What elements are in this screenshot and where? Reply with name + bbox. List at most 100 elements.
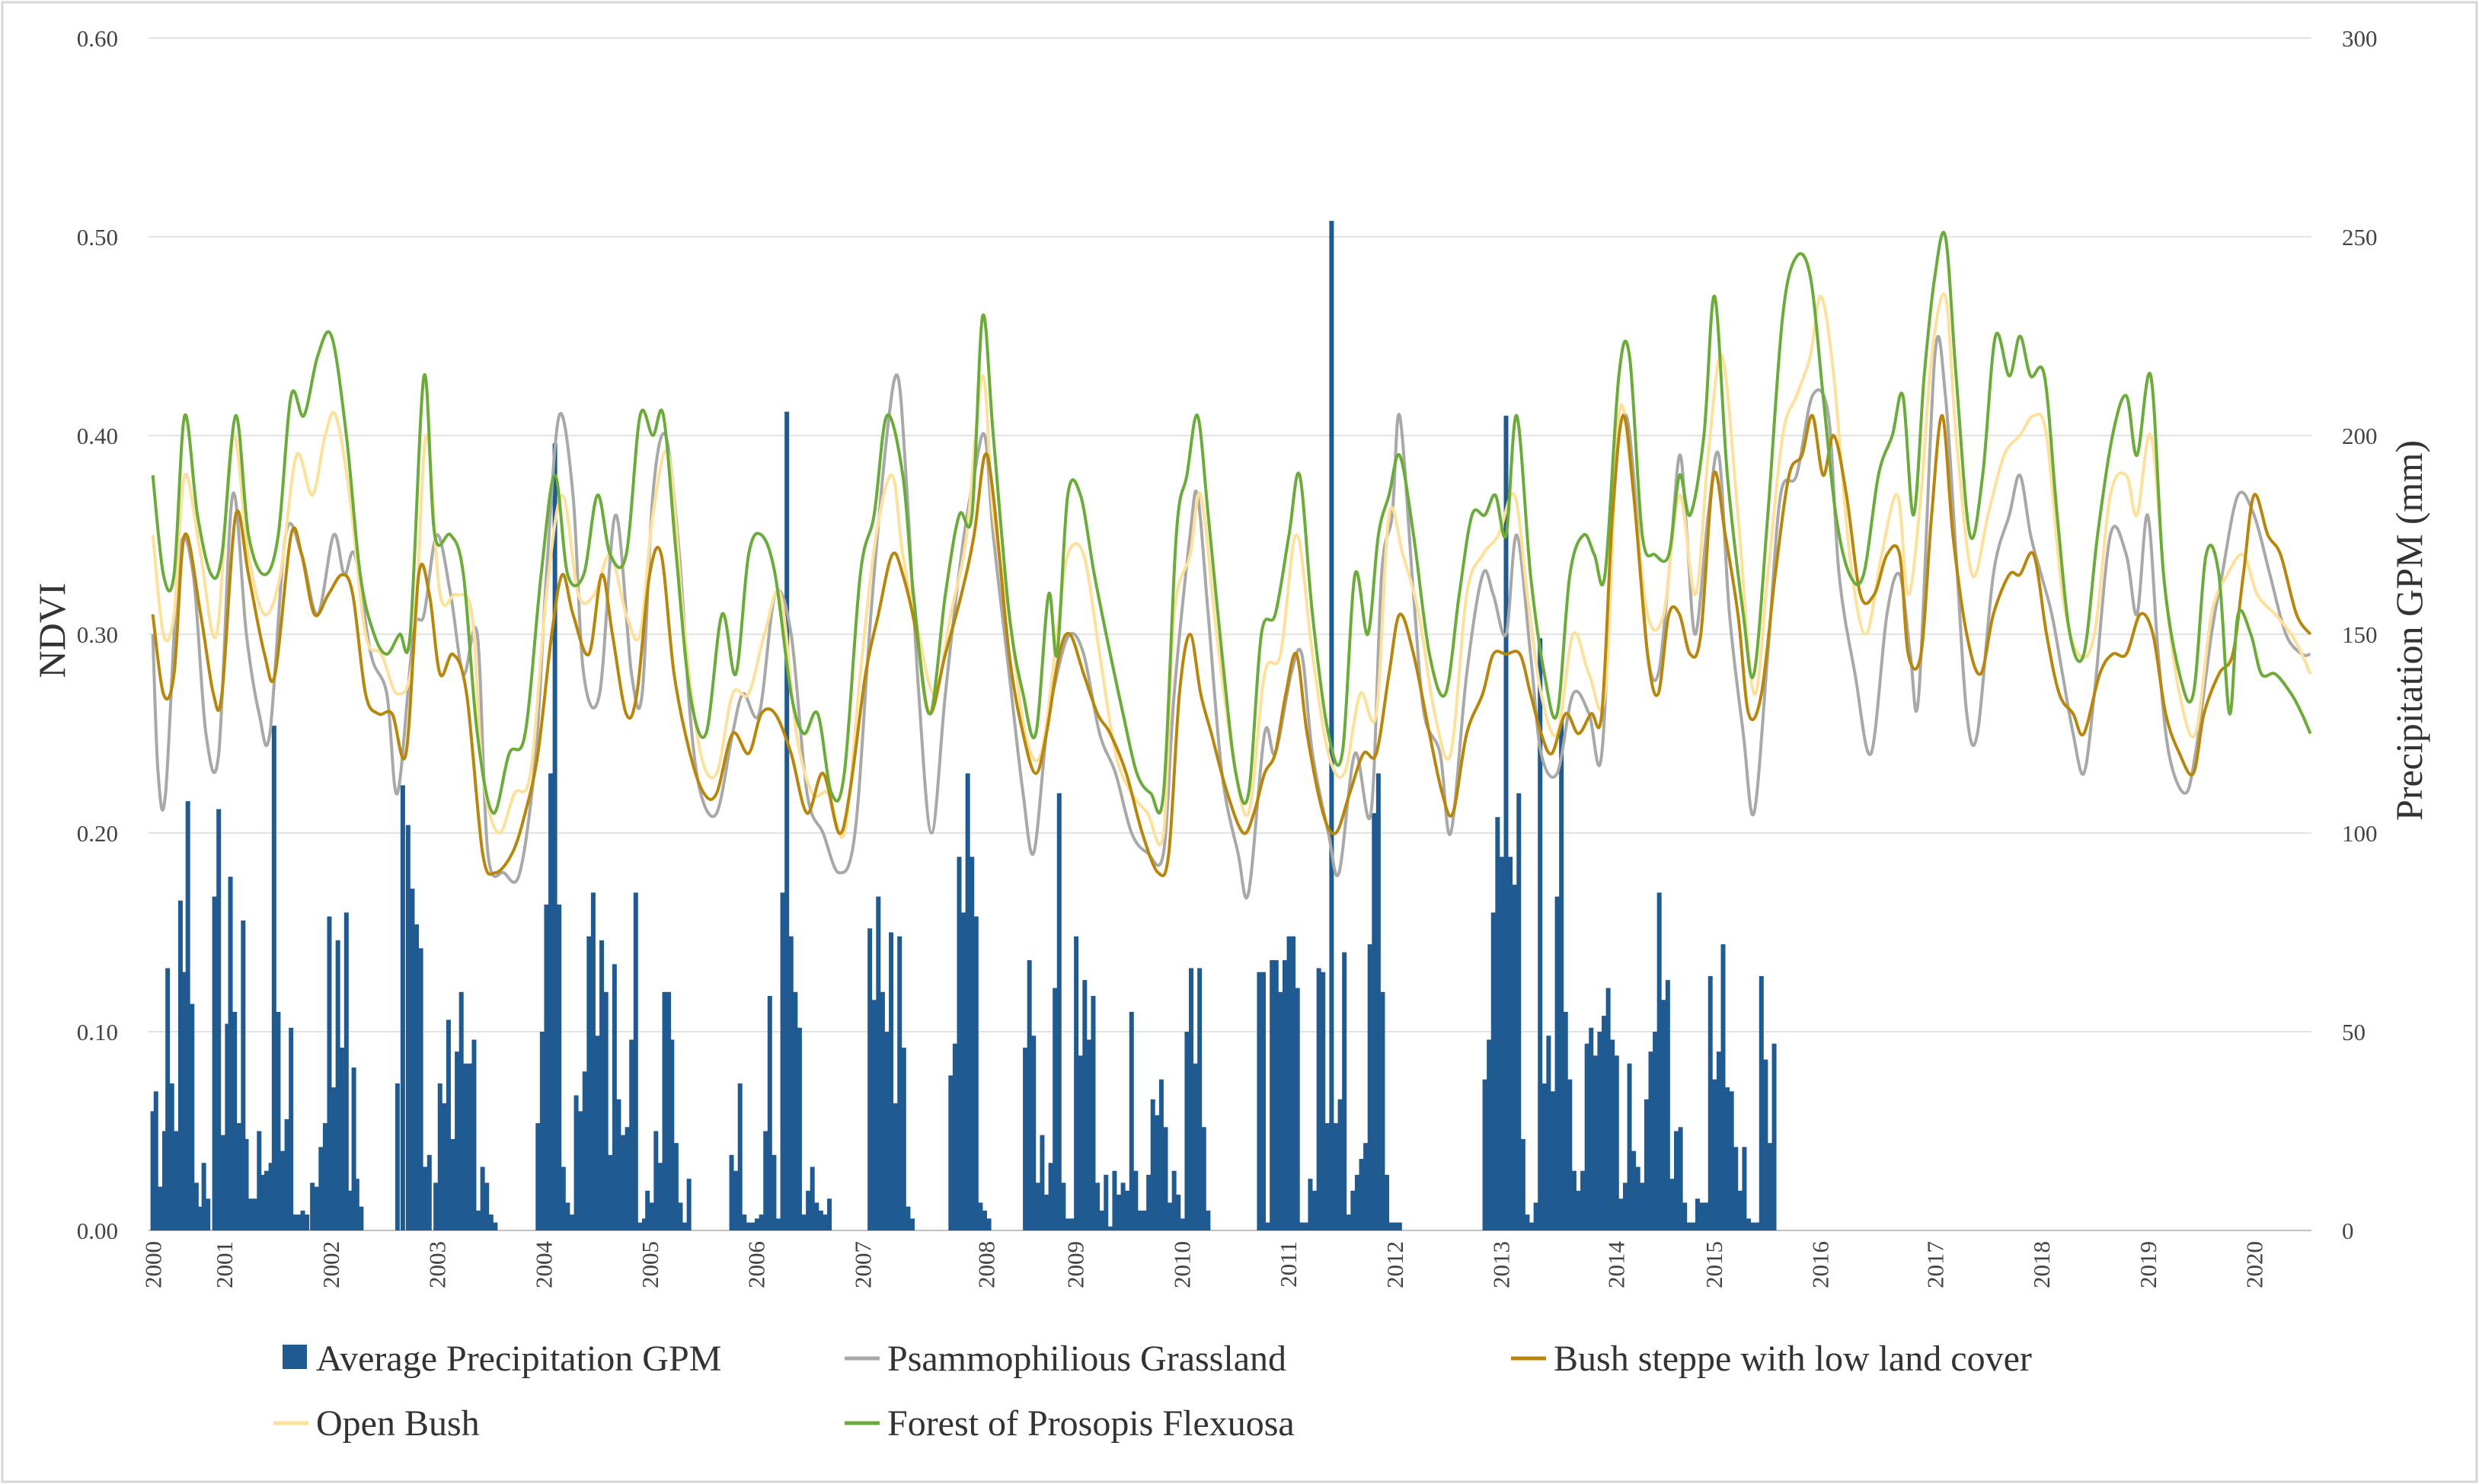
precip-bar — [1490, 912, 1496, 1230]
y-tick-left: 0.10 — [77, 1019, 118, 1045]
x-tick-label: 2010 — [1168, 1241, 1195, 1288]
precip-bar — [1512, 884, 1517, 1230]
precip-bar — [1546, 1036, 1551, 1230]
precip-bar — [1746, 1218, 1752, 1230]
precip-bar — [1699, 1202, 1704, 1230]
x-tick-label: 2009 — [1062, 1241, 1089, 1288]
precip-bar — [1035, 1182, 1040, 1230]
x-tick-label: 2002 — [318, 1241, 344, 1288]
precip-bar — [1150, 1099, 1155, 1230]
precip-bar — [767, 996, 772, 1230]
x-tick-label: 2012 — [1382, 1241, 1408, 1288]
y-tick-right: 100 — [2342, 820, 2378, 847]
precip-bar — [1763, 1059, 1768, 1230]
precip-bar — [1674, 1131, 1679, 1230]
precip-bar — [347, 1190, 353, 1230]
precip-bar — [612, 964, 617, 1230]
legend-label-forest: Forest of Prosopis Flexuosa — [887, 1403, 1295, 1444]
precip-bar — [1665, 980, 1670, 1230]
precip-bar — [1091, 996, 1096, 1230]
precip-bar — [1061, 1182, 1066, 1230]
precip-bar — [216, 809, 222, 1230]
precip-bar — [897, 936, 902, 1230]
precip-bar — [1720, 944, 1726, 1230]
precip-bar — [867, 928, 873, 1230]
precip-bar — [248, 1198, 254, 1230]
precip-bar — [1184, 1032, 1190, 1230]
precip-bar — [1265, 1222, 1270, 1230]
precip-bar — [1074, 936, 1079, 1230]
precip-bar — [260, 1174, 266, 1230]
legend-label-grassland: Psammophilious Grassland — [887, 1339, 1286, 1379]
precip-bar — [561, 1166, 566, 1230]
precip-bar — [426, 1154, 432, 1230]
precip-bar — [1605, 988, 1611, 1230]
x-tick-label: 2016 — [1807, 1241, 1834, 1288]
precip-bar — [1031, 1036, 1037, 1230]
precip-bar — [1099, 1210, 1104, 1230]
precip-bar — [1117, 1195, 1122, 1230]
precip-bar — [1678, 1127, 1683, 1230]
precip-bar — [1359, 1159, 1364, 1230]
precip-bar — [280, 1150, 286, 1230]
y-tick-right: 300 — [2342, 25, 2378, 52]
precip-bar — [1078, 1055, 1083, 1230]
precip-bar — [763, 1131, 768, 1230]
precip-bar — [1086, 1039, 1091, 1230]
precip-bar — [1393, 1222, 1398, 1230]
precip-bar — [1295, 988, 1300, 1230]
precip-bar — [1725, 1087, 1730, 1230]
precip-bar — [901, 1047, 906, 1230]
precip-bar — [1737, 1190, 1743, 1230]
precip-bar — [423, 1166, 428, 1230]
precip-bar — [458, 991, 464, 1230]
precip-bar — [484, 1182, 490, 1230]
precip-bar — [1168, 1202, 1173, 1230]
precip-bar — [327, 916, 332, 1230]
precip-bar — [582, 1071, 587, 1230]
precip-bar — [1133, 1170, 1139, 1230]
precip-bar — [810, 1166, 815, 1230]
precip-bar — [649, 1202, 654, 1230]
precip-bar — [1584, 1043, 1589, 1230]
precip-bar — [310, 1182, 315, 1230]
precip-bar — [1516, 793, 1522, 1230]
precip-bar — [827, 1198, 832, 1230]
precip-bar — [418, 948, 423, 1230]
x-tick-label: 2014 — [1602, 1241, 1629, 1289]
precip-bar — [961, 912, 966, 1230]
x-tick-label: 2008 — [973, 1241, 999, 1288]
precip-bar — [437, 1083, 442, 1230]
y-tick-left: 0.20 — [77, 820, 118, 847]
y-tick-left: 0.00 — [77, 1218, 118, 1244]
precip-bar — [318, 1147, 324, 1230]
precip-bar — [300, 1210, 305, 1230]
precip-bar — [1499, 857, 1504, 1230]
precip-bar — [1729, 1091, 1734, 1230]
precip-bar — [1388, 1222, 1394, 1230]
x-tick-label: 2007 — [849, 1241, 876, 1288]
precip-bar — [586, 936, 592, 1230]
precip-bar — [1597, 1032, 1602, 1230]
precip-bar — [1189, 968, 1194, 1230]
precip-bar — [335, 940, 340, 1230]
precip-bar — [1380, 991, 1385, 1230]
precip-bar — [182, 972, 187, 1230]
precip-bar — [257, 1131, 262, 1230]
precip-bar — [185, 801, 190, 1230]
precip-bar — [733, 1170, 739, 1230]
precip-bar — [1397, 1222, 1402, 1230]
precip-bar — [463, 1063, 468, 1230]
precip-bar — [169, 1083, 174, 1230]
precip-bar — [788, 936, 794, 1230]
precip-bar — [871, 1000, 877, 1230]
precip-bar — [633, 892, 638, 1230]
precip-bar — [1755, 1222, 1760, 1230]
x-tick-label: 2018 — [2028, 1241, 2055, 1288]
precip-bar — [264, 1170, 270, 1230]
precip-bar — [1759, 975, 1764, 1230]
precip-bar — [1146, 1174, 1152, 1230]
precip-bar — [1627, 1063, 1632, 1230]
precip-bar — [548, 773, 554, 1230]
axis-ticks: 0.00 0 0.10 50 0.20 100 0.30 150 0.40 200 0.50 250 0… — [77, 25, 2378, 1288]
